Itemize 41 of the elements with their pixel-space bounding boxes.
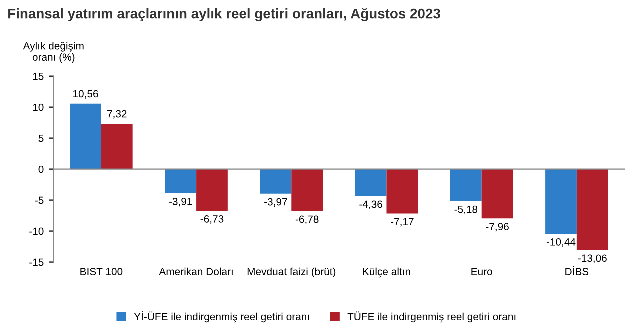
bar <box>576 169 608 250</box>
data-label: -10,44 <box>546 238 576 248</box>
data-label: -7,17 <box>391 218 414 227</box>
bar <box>292 169 324 212</box>
data-label: -5,18 <box>454 206 478 214</box>
bar <box>386 169 418 214</box>
bar <box>101 124 133 170</box>
data-label: 10,56 <box>74 90 98 99</box>
bar <box>546 169 577 234</box>
y-tick-label: -10 <box>30 228 44 236</box>
data-label: -3,97 <box>264 198 288 207</box>
x-tick-label: Euro <box>472 268 492 276</box>
bar <box>260 169 292 194</box>
bar <box>482 169 514 219</box>
data-label: -7,96 <box>486 223 509 232</box>
y-axis-title: Aylık değişim oranı (%) <box>23 42 84 64</box>
x-tick-label: Mevduat faizi (brüt) <box>248 268 336 278</box>
legend-label: TÜFE ile indirgenmiş reel getiri oranı <box>348 312 516 323</box>
legend-label: Yİ-ÜFE ile indirgenmiş reel getiri oranı <box>134 311 310 323</box>
y-tick-label: -15 <box>30 258 44 266</box>
x-tick-label: BIST 100 <box>80 268 123 276</box>
x-tick-label: Külçe altın <box>363 268 410 278</box>
data-label: -13,06 <box>578 254 607 264</box>
y-tick-label: 15 <box>33 72 44 80</box>
chart-title: Finansal yatırım araçlarının aylık reel getiri oranları, Ağustos 2023 <box>8 8 440 22</box>
bar <box>450 169 482 202</box>
bar <box>355 169 387 196</box>
data-label: -4,36 <box>360 200 382 210</box>
bar <box>70 104 102 170</box>
y-tick-label: 5 <box>38 134 44 142</box>
data-label: 7,32 <box>108 110 127 119</box>
bar <box>165 169 197 194</box>
x-tick-label: Amerikan Doları <box>159 268 233 276</box>
y-tick-label: -5 <box>35 196 44 204</box>
y-tick-label: 0 <box>38 166 44 174</box>
y-tick-label: 10 <box>33 104 44 112</box>
bar <box>196 169 228 212</box>
data-label: -6,78 <box>296 216 319 224</box>
data-label: -3,91 <box>169 198 192 207</box>
x-tick-label: DİBS <box>566 266 589 276</box>
data-label: -6,73 <box>200 215 224 224</box>
